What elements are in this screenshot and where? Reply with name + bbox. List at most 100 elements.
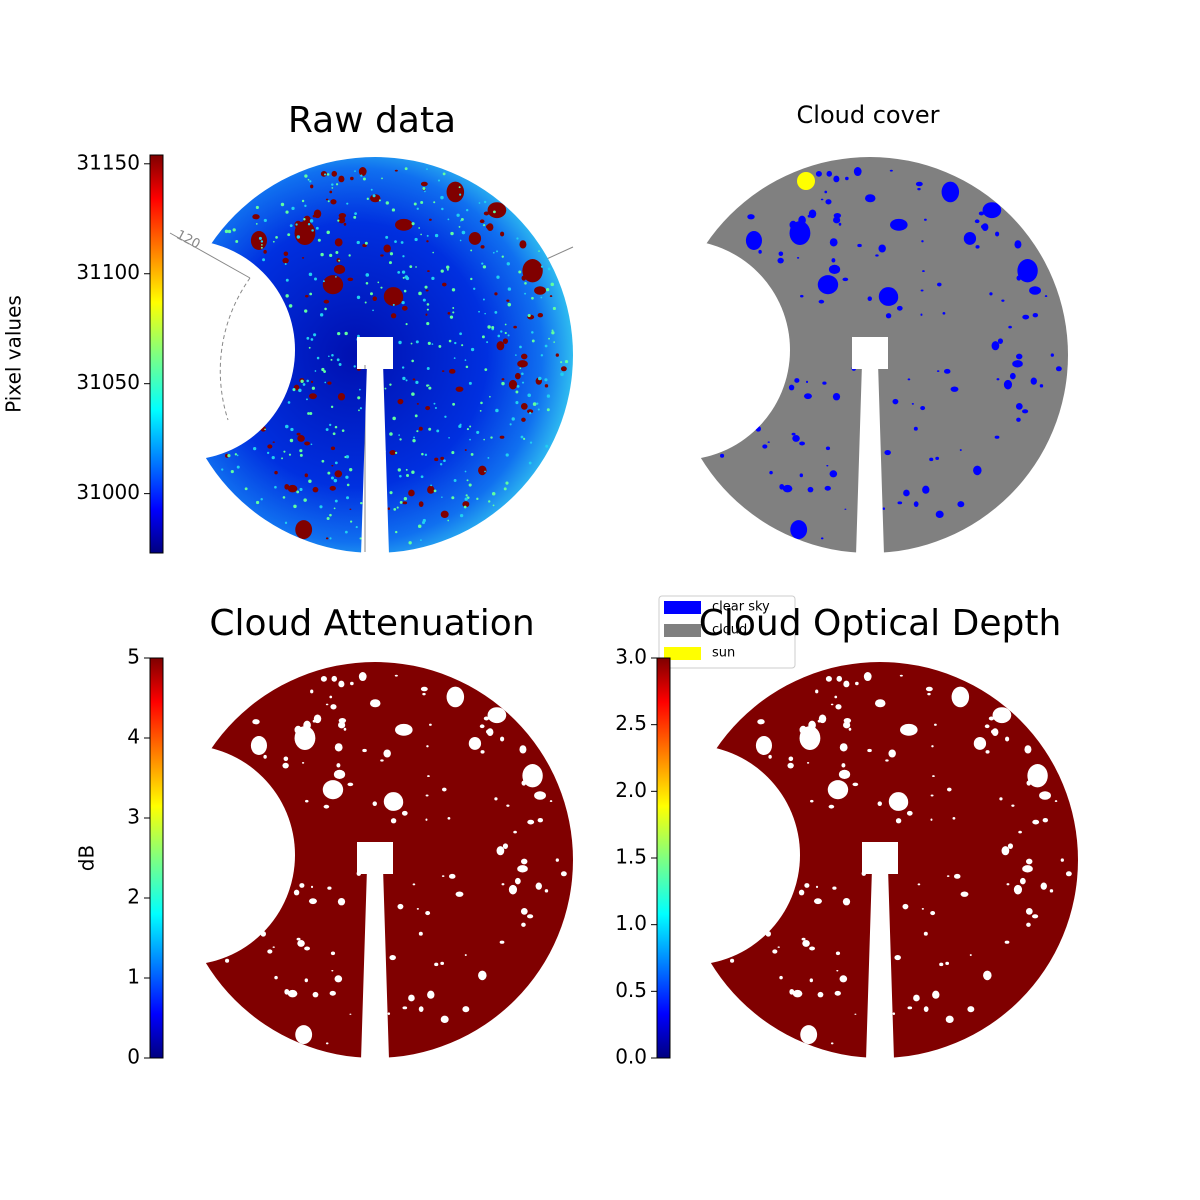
sky-speckle [529, 411, 532, 415]
sky-spot [325, 703, 329, 706]
sky-spot [815, 689, 819, 694]
panel-title: Raw data [288, 100, 456, 141]
sky-speckle [265, 299, 268, 302]
sky-spot [338, 216, 346, 224]
sky-speckle [278, 304, 282, 307]
sky-speckle [253, 446, 257, 451]
sky-spot [441, 370, 445, 373]
sky-speckle [494, 310, 498, 314]
sky-speckle [385, 349, 387, 351]
sky-spot [1016, 417, 1021, 422]
sky-speckle [451, 288, 456, 292]
sky-speckle [380, 286, 383, 289]
sky-speckle [504, 323, 507, 326]
sky-spot [380, 254, 384, 257]
sky-speckle [505, 481, 509, 485]
sky-spot [808, 209, 817, 219]
sky-speckle [532, 402, 537, 406]
sky-spot [973, 465, 982, 476]
sky-speckle [496, 275, 500, 279]
sky-speckle [540, 354, 544, 357]
sky-speckle [424, 285, 428, 289]
sky-spot [478, 465, 487, 476]
sky-spot [1054, 800, 1058, 803]
sky-spot [1015, 353, 1023, 360]
sky-spot [513, 325, 517, 329]
sky-speckle [540, 296, 543, 299]
sky-spot [920, 406, 926, 411]
sky-speckle [426, 168, 428, 170]
sky-spot [1018, 830, 1022, 834]
sky-speckle [493, 210, 496, 214]
sky-spot [923, 1006, 929, 1012]
sky-spot [254, 898, 260, 905]
sky-spot [320, 676, 327, 682]
sky-speckle [402, 376, 406, 381]
sky-spot [679, 376, 685, 380]
sky-spot [260, 931, 266, 937]
sky-speckle [221, 468, 224, 471]
sky-spot [429, 723, 432, 726]
sky-speckle [448, 436, 450, 439]
sky-speckle [424, 190, 426, 193]
sky-spot [826, 170, 833, 177]
sky-spot [347, 782, 354, 787]
sky-speckle [290, 427, 294, 432]
sky-speckle [426, 321, 430, 326]
sky-speckle [366, 197, 369, 201]
sky-speckle [307, 178, 310, 181]
sky-speckle [560, 372, 564, 377]
sky-speckle [453, 357, 456, 359]
sky-spot [865, 512, 879, 523]
colorbar-tick-label: 1.5 [615, 845, 647, 869]
sky-speckle [452, 402, 456, 406]
sky-speckle [321, 459, 325, 463]
sky-spot [483, 211, 490, 216]
sky-spot [537, 313, 544, 318]
sky-speckle [524, 292, 527, 295]
colorbar-tick-label: 1.0 [615, 911, 647, 935]
sky-spot [401, 810, 408, 816]
sky-spot [323, 804, 330, 809]
sky-spot [485, 224, 492, 230]
sky-spot [950, 386, 959, 392]
sky-speckle [369, 506, 372, 509]
sky-spot [827, 780, 849, 800]
sky-spot [743, 345, 751, 351]
sky-speckle [235, 333, 238, 336]
sky-spot [1065, 871, 1072, 877]
sky-spot [713, 820, 720, 828]
sky-speckle [449, 315, 454, 319]
sky-spot [325, 1042, 329, 1045]
sky-spot [522, 764, 543, 788]
sky-spot [975, 245, 980, 249]
sky-speckle [524, 281, 527, 285]
sky-spot [478, 970, 487, 981]
sky-speckle [331, 353, 334, 357]
sky-speckle [183, 392, 187, 396]
sky-speckle [282, 496, 286, 499]
sky-speckle [186, 357, 190, 361]
sky-spot [427, 485, 435, 494]
sky-spot [1003, 379, 1013, 390]
sky-spot [252, 719, 260, 725]
sky-speckle [260, 498, 263, 501]
sky-speckle [487, 456, 490, 459]
sky-speckle [454, 341, 457, 345]
sky-spot [826, 465, 829, 467]
sky-spot [818, 299, 825, 304]
sky-spot [487, 707, 507, 724]
sky-speckle [464, 359, 467, 361]
sky-speckle [275, 345, 279, 349]
sky-spot [500, 736, 505, 742]
sky-spot [1004, 940, 1010, 944]
sky-spot [777, 257, 784, 264]
sky-spot [455, 386, 464, 392]
sky-speckle [406, 473, 410, 477]
sky-spot [544, 889, 549, 893]
sky-speckle [264, 428, 266, 431]
sky-spot [555, 353, 559, 357]
sky-speckle [441, 207, 444, 211]
sky-speckle [515, 390, 519, 394]
sky-spot [387, 507, 391, 510]
